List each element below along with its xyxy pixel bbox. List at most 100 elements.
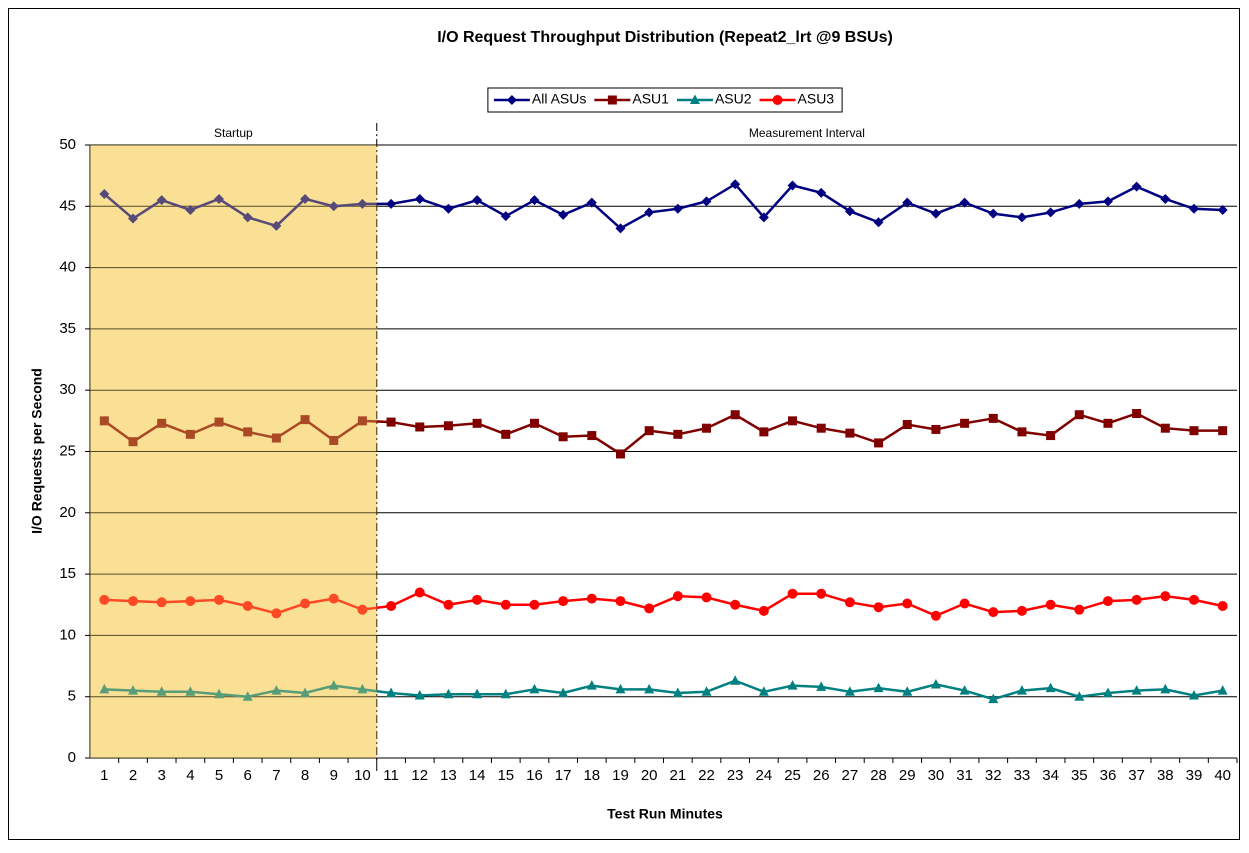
point [988, 208, 999, 219]
point [1160, 591, 1171, 602]
point [529, 418, 539, 428]
point [506, 95, 517, 105]
point [242, 691, 253, 701]
point [1045, 682, 1056, 693]
point [300, 193, 311, 204]
point [415, 422, 425, 432]
point [587, 431, 597, 441]
point [1074, 410, 1084, 420]
y-tick-label: 10 [59, 626, 76, 643]
point [99, 416, 109, 426]
legend-item: ASU2 [676, 91, 752, 107]
point [156, 597, 167, 608]
point [1131, 594, 1142, 605]
x-tick-label: 11 [383, 767, 399, 784]
point [414, 193, 425, 204]
point [959, 598, 970, 609]
x-tick-label: 15 [497, 767, 514, 784]
x-tick-label: 20 [641, 767, 658, 784]
point [1016, 685, 1027, 695]
x-tick-label: 31 [956, 767, 973, 784]
point [758, 686, 769, 696]
point [443, 688, 454, 699]
region-label: Startup [214, 126, 253, 140]
point [271, 685, 282, 695]
point [902, 598, 913, 609]
x-tick-label: 32 [985, 767, 1002, 784]
x-tick-label: 37 [1128, 767, 1145, 784]
point [1218, 426, 1228, 436]
point [586, 197, 597, 208]
x-tick-label: 22 [698, 767, 715, 784]
point [672, 591, 683, 602]
point [931, 424, 941, 434]
x-tick-label: 23 [727, 767, 744, 784]
point [386, 687, 397, 698]
point [772, 95, 783, 105]
point [386, 198, 397, 209]
y-tick-label: 0 [68, 749, 76, 766]
series-line [104, 679, 1223, 701]
x-tick-label: 4 [186, 767, 194, 784]
point [787, 680, 798, 690]
point [1074, 691, 1085, 701]
point [300, 598, 311, 609]
series-line [103, 182, 1223, 230]
point [1131, 685, 1142, 695]
point [300, 687, 311, 698]
point [357, 683, 368, 694]
point [644, 683, 655, 694]
y-axis-title: I/O Requests per Second [29, 368, 45, 534]
point [930, 610, 941, 621]
point [1016, 212, 1027, 223]
point [816, 681, 827, 691]
point [787, 180, 798, 191]
point [500, 599, 511, 610]
point [357, 198, 368, 209]
point [156, 195, 167, 206]
point [443, 599, 454, 610]
point [787, 588, 798, 599]
point [788, 416, 798, 426]
point [1131, 181, 1142, 192]
point [960, 418, 970, 428]
y-tick-label: 20 [59, 504, 76, 521]
point [615, 223, 626, 234]
x-tick-label: 28 [870, 767, 887, 784]
chart-title: I/O Request Throughput Distribution (Rep… [437, 29, 893, 46]
point [1160, 193, 1171, 204]
point [472, 195, 483, 206]
point [902, 197, 913, 208]
point [607, 95, 617, 105]
x-tick-label: 7 [272, 767, 280, 784]
point [1103, 418, 1113, 428]
point [185, 596, 196, 607]
point [242, 600, 253, 611]
point [988, 693, 999, 704]
y-tick-label: 5 [68, 688, 76, 705]
point [1188, 203, 1199, 214]
point [673, 429, 683, 439]
point [529, 599, 540, 610]
point [357, 604, 368, 615]
y-tick-label: 45 [59, 197, 76, 214]
x-tick-label: 3 [158, 767, 166, 784]
point [1074, 198, 1085, 209]
x-tick-label: 38 [1157, 767, 1174, 784]
legend-label: ASU2 [715, 91, 752, 107]
point [1017, 427, 1027, 437]
x-tick-label: 33 [1014, 767, 1031, 784]
legend-item: ASU3 [759, 91, 834, 107]
point [1045, 599, 1056, 610]
point [99, 189, 110, 200]
x-tick-label: 29 [899, 767, 916, 784]
region-tint [90, 145, 377, 758]
legend-label: All ASUs [532, 91, 586, 107]
point [586, 593, 597, 604]
x-tick-label: 21 [669, 767, 686, 784]
point [1217, 685, 1228, 695]
legend: All ASUs ASU1 ASU2 ASU3 [487, 87, 843, 113]
point [615, 683, 626, 694]
point [328, 593, 339, 604]
point [472, 418, 482, 428]
